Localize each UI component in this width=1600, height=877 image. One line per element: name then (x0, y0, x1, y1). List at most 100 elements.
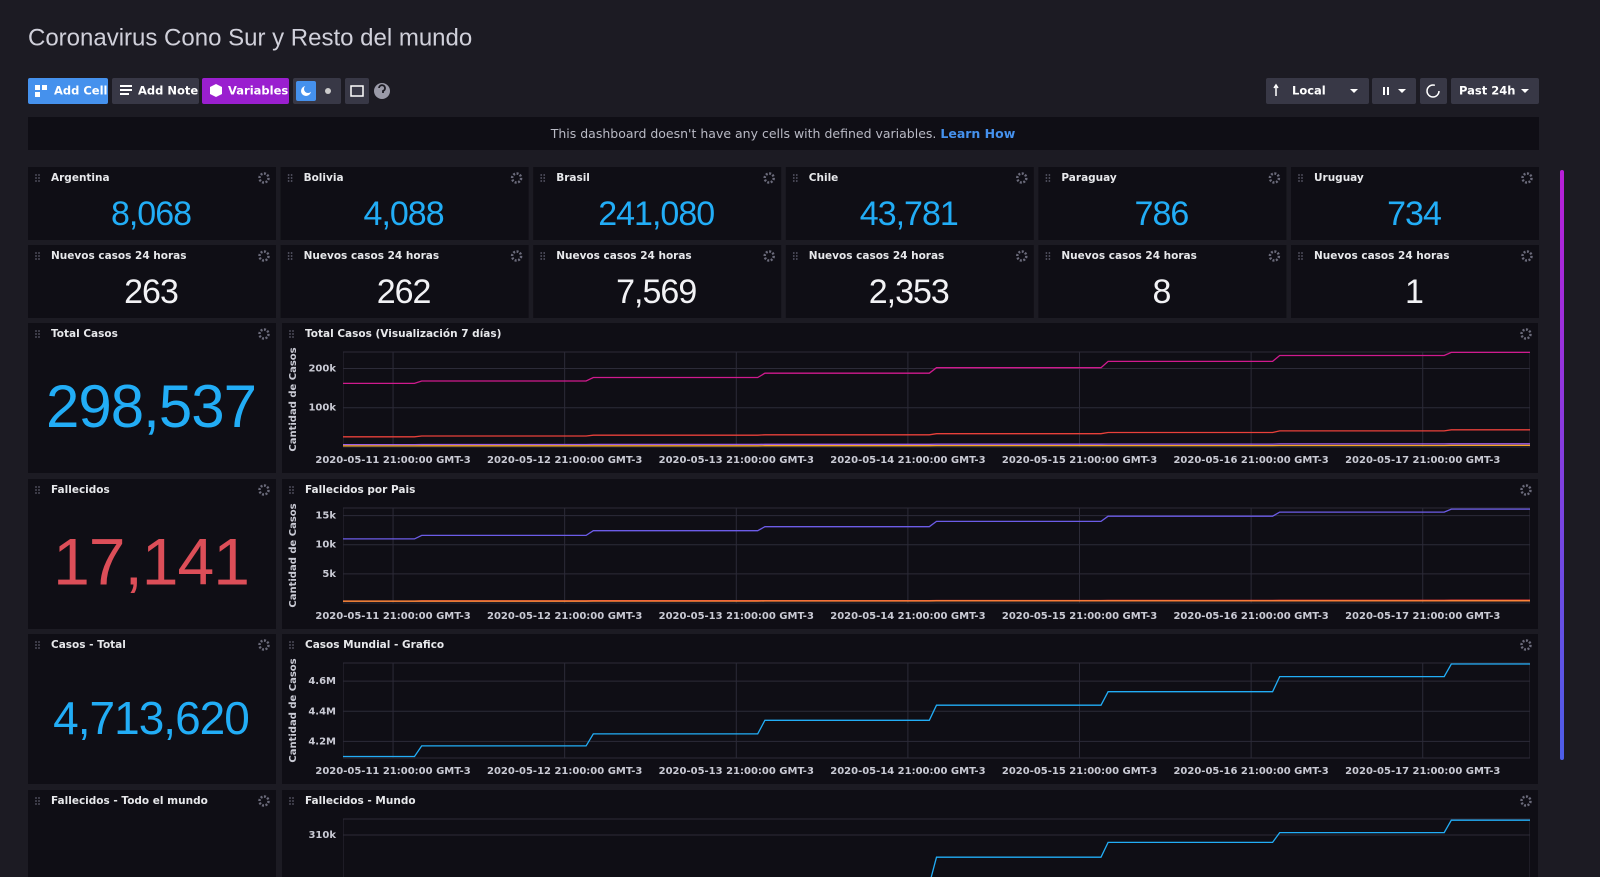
x-tick-label: 2020-05-17 21:00:00 GMT-3 (1345, 611, 1500, 622)
drag-handle (35, 641, 37, 643)
settings-icon[interactable] (1268, 250, 1281, 262)
drag-handle (289, 333, 291, 335)
drag-handle (543, 180, 546, 182)
icon (35, 92, 40, 97)
settings-icon[interactable] (510, 250, 523, 262)
drag-handle (792, 252, 795, 254)
drag-handle (1045, 174, 1048, 176)
cell-title: Casos Mundial - Grafico (305, 639, 444, 651)
dropdown-label: Local (1292, 84, 1326, 98)
cell-title: Chile (809, 172, 839, 184)
drag-handle (792, 180, 795, 182)
drag-handle (1298, 180, 1300, 182)
y-tick-label: 4.2M (308, 736, 336, 747)
dropdown-bg (1451, 78, 1539, 104)
settings-icon[interactable] (1521, 250, 1533, 262)
settings-icon[interactable] (258, 250, 270, 262)
drag-handle (792, 258, 795, 260)
settings-icon[interactable] (258, 484, 270, 496)
theme-toggle[interactable] (293, 78, 341, 104)
series-line (343, 429, 1530, 438)
add-note-button[interactable]: Add Note (112, 78, 199, 104)
dropdown-label: Past 24h (1459, 84, 1515, 98)
drag-handle (1301, 180, 1303, 182)
drag-handle (38, 255, 40, 257)
cell-title: Casos - Total (51, 639, 126, 651)
x-tick-label: 2020-05-11 21:00:00 GMT-3 (315, 611, 470, 622)
settings-icon[interactable] (1520, 328, 1532, 340)
drag-handle (289, 647, 291, 649)
settings-icon[interactable] (1521, 172, 1533, 184)
settings-icon[interactable] (1016, 172, 1028, 184)
caret (1521, 89, 1529, 93)
x-tick-label: 2020-05-17 21:00:00 GMT-3 (1345, 766, 1500, 777)
cell-bg (280, 245, 529, 318)
variables-button[interactable]: Variables (202, 78, 289, 104)
drag-handle (287, 258, 290, 260)
time-range-dropdown[interactable]: Past 24h (1451, 78, 1539, 104)
settings-icon[interactable] (763, 250, 775, 262)
x-tick-label: 2020-05-17 21:00:00 GMT-3 (1345, 455, 1500, 466)
settings-icon[interactable] (1520, 795, 1532, 807)
drag-handle (38, 174, 40, 176)
drag-handle (1048, 258, 1051, 260)
drag-handle (35, 333, 37, 335)
settings-icon[interactable] (258, 795, 270, 807)
settings-icon[interactable] (258, 639, 270, 651)
x-tick-label: 2020-05-16 21:00:00 GMT-3 (1173, 766, 1328, 777)
icon (1426, 84, 1440, 98)
drag-handle (35, 177, 37, 179)
settings-icon[interactable] (258, 172, 270, 184)
drag-handle (289, 641, 291, 643)
learn-how-link[interactable]: Learn How (940, 126, 1015, 141)
icon (1387, 87, 1389, 95)
drag-handle (292, 492, 294, 494)
pause-dropdown[interactable] (1372, 78, 1416, 104)
help-button[interactable] (374, 83, 390, 99)
icon (1273, 83, 1279, 96)
y-axis-label: Cantidad de Casos (288, 658, 299, 762)
drag-handle (38, 336, 40, 338)
drag-handle (543, 255, 546, 257)
button-bg (202, 78, 289, 104)
stat-value: 8,068 (111, 195, 191, 233)
button-label: Variables (228, 84, 288, 98)
drag-handle (289, 803, 291, 805)
drag-handle (543, 258, 546, 260)
fullscreen-button[interactable] (345, 78, 369, 104)
drag-handle (35, 644, 37, 646)
y-tick-label: 4.4M (308, 706, 336, 717)
drag-handle (540, 258, 543, 260)
y-tick-label: 15k (315, 511, 336, 522)
settings-icon[interactable] (1016, 250, 1028, 262)
drag-handle (287, 177, 290, 179)
icon (120, 85, 132, 95)
add-cell-button[interactable]: Add Cell (28, 78, 108, 104)
settings-icon[interactable] (510, 172, 523, 184)
drag-handle (795, 255, 798, 257)
timezone-dropdown[interactable]: Local (1266, 78, 1369, 104)
settings-icon[interactable] (1520, 484, 1532, 496)
cell-bg (28, 790, 276, 877)
settings-icon[interactable] (1268, 172, 1281, 184)
drag-handle (290, 177, 293, 179)
drag-handle (792, 174, 795, 176)
refresh-button[interactable] (1420, 78, 1447, 104)
series-line (930, 819, 1530, 877)
notice: This dashboard doesn't have any cells wi… (550, 126, 1016, 141)
drag-handle (289, 644, 291, 646)
cell-title: Paraguay (1061, 172, 1117, 184)
drag-handle (1301, 174, 1303, 176)
stat-value: 298,537 (46, 373, 256, 440)
scrollbar[interactable] (1560, 170, 1564, 760)
cell-title: Nuevos casos 24 horas (1061, 250, 1197, 262)
cell-bg (28, 245, 276, 318)
cell-title: Bolivia (304, 172, 344, 184)
help-icon (374, 83, 390, 99)
settings-icon[interactable] (763, 172, 775, 184)
plot-frame (343, 351, 1530, 448)
cell-bg (1038, 245, 1287, 318)
settings-icon[interactable] (258, 328, 270, 340)
settings-icon[interactable] (1520, 639, 1532, 651)
